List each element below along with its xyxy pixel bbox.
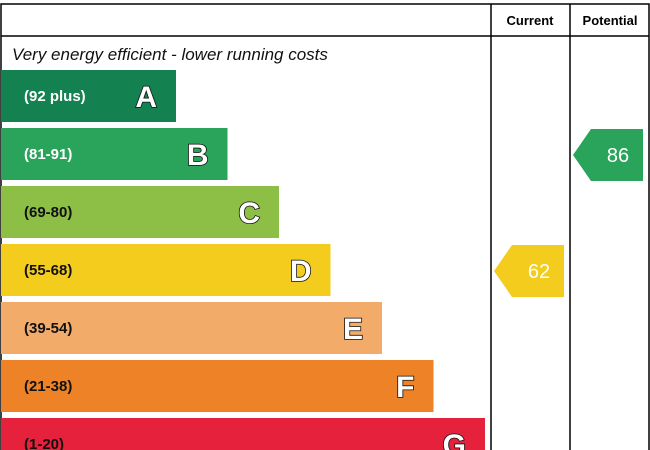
band-g-letter: G — [443, 429, 466, 450]
band-b-letter: B — [187, 139, 209, 172]
potential-column-header: Potential — [583, 13, 638, 28]
efficiency-top-label: Very energy efficient - lower running co… — [12, 45, 328, 64]
band-b: (81-91) B — [1, 128, 228, 180]
band-e-letter: E — [343, 313, 363, 346]
rating-arrows: 62 86 — [494, 129, 643, 297]
band-a: (92 plus) A — [1, 70, 176, 122]
current-rating: 62 — [494, 245, 564, 297]
band-g-range: (1-20) — [24, 436, 64, 450]
rating-bands: (92 plus) A (81-91) B (69-80) C (55-68) D (39-54… — [1, 70, 485, 450]
band-b-range: (81-91) — [24, 146, 72, 163]
band-g-bar — [1, 418, 485, 450]
band-c-range: (69-80) — [24, 204, 72, 221]
band-e-bar — [1, 302, 382, 354]
band-a-bar — [1, 70, 176, 122]
band-f-range: (21-38) — [24, 378, 72, 395]
current-column-header: Current — [507, 13, 555, 28]
band-e: (39-54) E — [1, 302, 382, 354]
potential-rating-value: 86 — [607, 145, 629, 167]
band-g: (1-20) G — [1, 418, 485, 450]
band-c-bar — [1, 186, 279, 238]
band-d-letter: D — [290, 255, 312, 288]
band-d: (55-68) D — [1, 244, 331, 296]
potential-rating-arrow — [573, 129, 643, 181]
band-d-bar — [1, 244, 331, 296]
potential-rating: 86 — [573, 129, 643, 181]
band-e-range: (39-54) — [24, 320, 72, 337]
band-a-range: (92 plus) — [24, 88, 86, 105]
current-rating-value: 62 — [528, 261, 550, 283]
band-c-letter: C — [238, 197, 260, 230]
band-f-letter: F — [396, 371, 414, 404]
current-rating-arrow — [494, 245, 564, 297]
band-b-bar — [1, 128, 228, 180]
band-c: (69-80) C — [1, 186, 279, 238]
band-f-bar — [1, 360, 434, 412]
band-d-range: (55-68) — [24, 262, 72, 279]
band-f: (21-38) F — [1, 360, 434, 412]
band-a-letter: A — [135, 81, 157, 114]
